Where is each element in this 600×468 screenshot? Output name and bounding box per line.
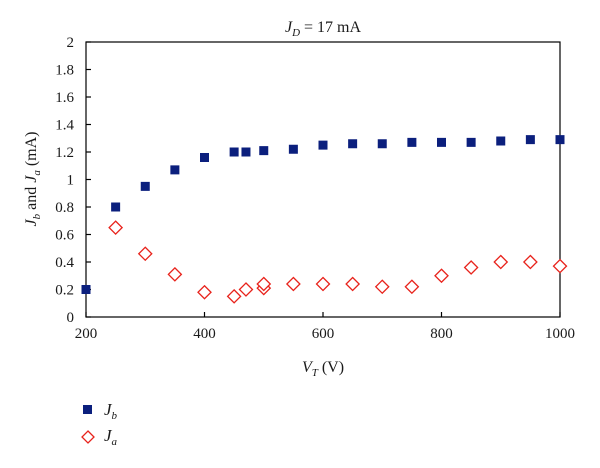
x-axis: 200 400 600 800 1000 [75,312,575,342]
data-point-jb [81,285,91,294]
y-tick-label: 0.6 [55,228,74,244]
series-layer [81,135,568,304]
legend-marker-ja [81,430,95,444]
data-point-ja [226,288,242,304]
y-tick-label: 1.2 [55,145,74,161]
y-tick-label: 1.4 [55,118,74,134]
data-point-jb [437,137,446,147]
x-tick-label: 400 [193,326,216,342]
data-point-jb [496,136,506,146]
x-tick-label: 800 [430,326,453,342]
data-point-jb [318,140,328,150]
y-tick-label: 1 [67,173,75,189]
y-axis: 0 0.2 0.4 0.6 0.8 1 1.2 1.4 1.6 1.8 2 [55,35,91,326]
y-tick-label: 1.8 [55,63,74,79]
y-axis-title: Jb and Ja (mA) [23,132,43,227]
data-point-jb [259,146,269,156]
legend-item-ja: Ja [81,426,118,448]
data-point-ja [345,276,361,292]
data-point-jb [525,135,535,145]
chart-title: JD = 17 mA [285,19,362,39]
y-tick-label: 2 [67,35,75,51]
data-point-ja [108,220,124,236]
data-point-ja [374,279,390,295]
data-point-ja [315,276,331,292]
y-tick-label: 0 [67,310,75,326]
legend-label-jb: Jb [104,400,118,422]
data-point-jb [229,147,239,157]
data-point-jb [407,137,417,147]
data-point-ja [552,258,568,274]
data-point-jb [140,181,150,191]
legend-item-jb: Jb [83,400,118,422]
x-tick-label: 200 [75,326,98,342]
data-point-ja [137,246,153,262]
legend-marker-jb [83,405,92,414]
data-point-ja [404,279,420,295]
y-tick-label: 0.8 [55,200,74,216]
legend-label-ja: Ja [104,426,118,448]
plot-border [85,41,561,318]
data-point-jb [555,135,565,145]
y-tick-label: 1.6 [55,90,74,106]
data-point-ja [434,268,449,284]
data-point-jb [111,202,121,212]
data-point-ja [463,260,479,275]
y-tick-label: 0.2 [55,283,74,299]
data-point-ja [522,254,538,270]
plot-area [85,41,561,318]
x-axis-title: VT (V) [302,359,344,379]
legend: Jb Ja [81,400,118,448]
data-point-ja [167,266,183,282]
data-point-ja [238,282,254,297]
x-tick-label: 1000 [545,326,575,342]
series-ja [108,220,568,304]
y-tick-label: 0.4 [55,255,74,271]
data-point-jb [348,139,358,149]
data-point-ja [285,276,301,292]
data-point-jb [241,147,251,157]
data-point-ja [197,284,212,300]
data-point-jb [466,137,476,147]
data-point-ja [256,276,272,292]
data-point-jb [288,144,298,154]
x-tick-label: 600 [312,326,335,342]
data-point-jb [200,153,209,162]
series-jb [81,135,565,294]
data-point-ja [493,254,509,270]
data-point-jb [170,165,180,175]
data-point-jb [377,139,387,149]
